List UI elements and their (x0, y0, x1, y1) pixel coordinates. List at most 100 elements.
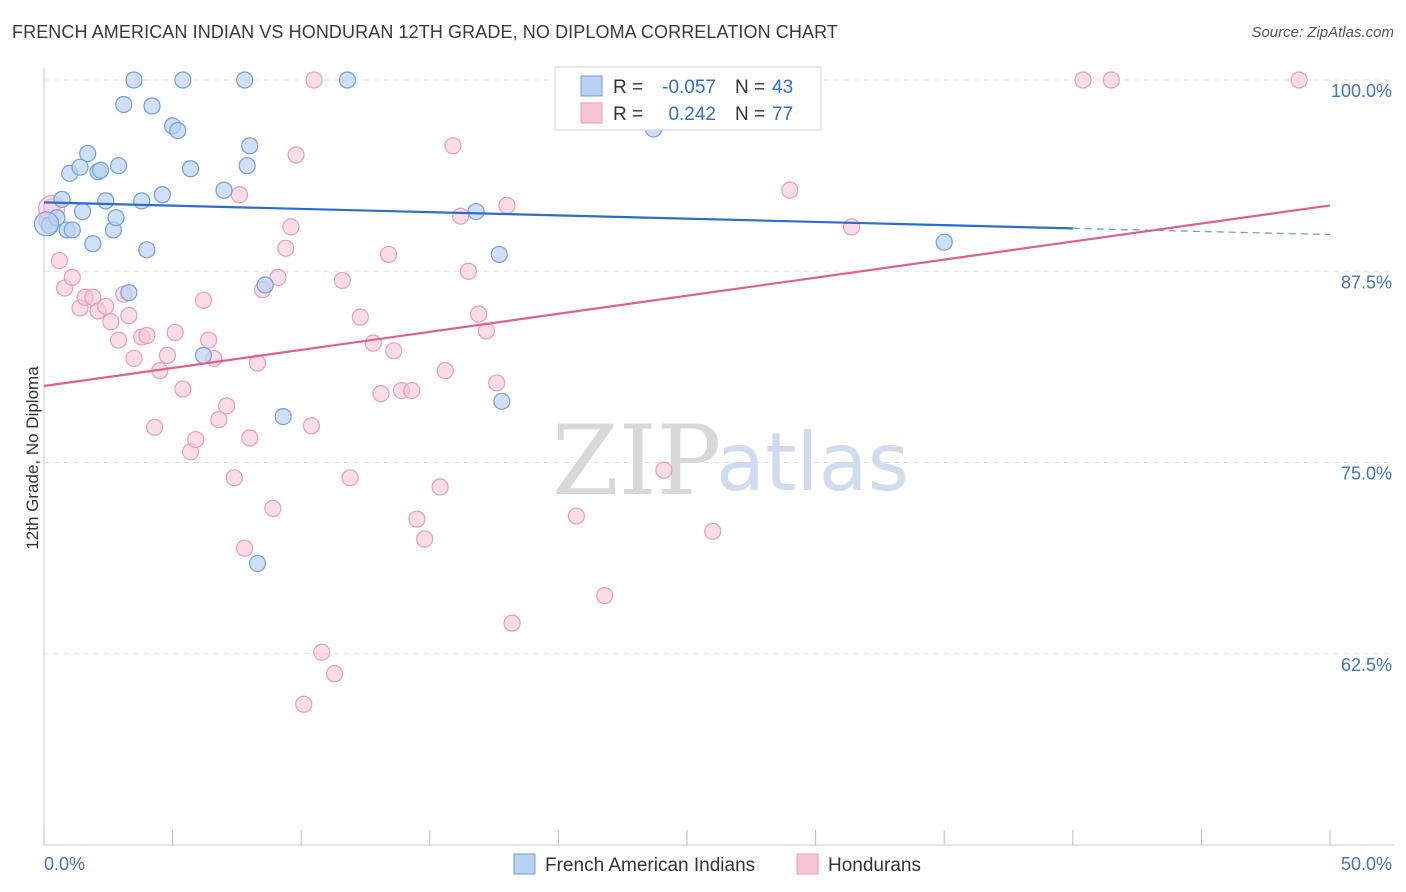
point-french-american-indian (467, 202, 485, 221)
bottom-legend: French American Indians Hondurans (513, 853, 921, 876)
chart-title: FRENCH AMERICAN INDIAN VS HONDURAN 12TH … (12, 22, 838, 42)
source-label: Source: ZipAtlas.com (1251, 24, 1394, 41)
legend-box: R = -0.057 N = 43 R = 0.242 N = 77 (554, 66, 822, 131)
point-honduran (704, 522, 722, 540)
point-honduran (194, 291, 213, 309)
point-honduran (655, 461, 673, 479)
point-french-american-indian (338, 71, 357, 89)
point-french-american-indian (236, 71, 254, 89)
point-french-american-indian (215, 181, 233, 199)
point-honduran (236, 539, 254, 557)
point-honduran (63, 268, 81, 286)
point-honduran (158, 346, 177, 364)
point-honduran (120, 307, 138, 325)
point-honduran (282, 218, 300, 236)
y-tick-label: 62.5% (1341, 655, 1392, 675)
point-honduran (416, 530, 434, 548)
point-french-american-indian (153, 186, 171, 204)
point-honduran (444, 137, 462, 155)
point-french-american-indian (71, 158, 89, 176)
point-honduran (503, 614, 521, 632)
point-honduran (264, 499, 282, 517)
point-honduran (313, 643, 331, 661)
legend-r-label-pink: R = (613, 104, 643, 125)
point-french-american-indian (182, 160, 200, 178)
bottom-legend-swatch-pink (796, 853, 819, 875)
point-french-american-indian (248, 554, 267, 573)
point-cluster-blue (33, 211, 60, 237)
point-honduran (408, 510, 426, 528)
point-honduran (97, 297, 115, 316)
point-french-american-indian (109, 157, 128, 175)
point-french-american-indian (493, 392, 511, 410)
point-honduran (385, 342, 403, 360)
point-honduran (225, 469, 243, 487)
legend-n-label-pink: N = (735, 104, 765, 125)
bottom-legend-label-blue: French American Indians (545, 855, 755, 876)
point-french-american-indian (79, 144, 97, 163)
trend-line-extension-french-american-indians (1072, 227, 1331, 236)
trend-lines (43, 201, 1331, 388)
legend-n-label-blue: N = (735, 77, 765, 98)
point-honduran (781, 181, 799, 199)
x-tick-label-max: 50.0% (1341, 854, 1392, 874)
watermark-zip: ZIP (552, 405, 721, 517)
point-honduran (351, 308, 369, 326)
trend-line-french-american-indians (43, 201, 1073, 230)
point-honduran (498, 196, 516, 215)
y-tick-label: 87.5% (1341, 272, 1392, 292)
y-tick-labels: 62.5% 75.0% 87.5% 100.0% (1331, 81, 1392, 675)
point-honduran (364, 334, 382, 352)
point-honduran (372, 385, 390, 403)
point-french-american-indian (53, 190, 71, 208)
x-tick-label-min: 0.0% (44, 854, 85, 874)
point-honduran (50, 251, 69, 270)
point-honduran (241, 429, 259, 447)
legend-r-label-blue: R = (613, 77, 643, 98)
point-honduran (567, 507, 586, 525)
point-french-american-indian (274, 408, 292, 426)
point-french-american-indian (143, 97, 161, 115)
point-honduran (341, 469, 359, 487)
point-french-american-indian (125, 71, 143, 89)
point-honduran (333, 271, 351, 290)
point-honduran (187, 430, 205, 449)
point-honduran (138, 326, 156, 345)
point-french-american-indian (73, 202, 92, 221)
bottom-legend-label-pink: Hondurans (828, 855, 921, 876)
point-honduran (109, 331, 128, 349)
point-honduran (403, 381, 421, 400)
point-french-american-indian (133, 192, 151, 210)
point-french-american-indian (935, 233, 953, 251)
y-axis-title: 12th Grade, No Diploma (23, 366, 42, 550)
point-honduran (210, 411, 228, 429)
point-honduran (218, 397, 236, 415)
bottom-legend-swatch-blue (513, 853, 536, 875)
watermark-atlas: atlas (716, 416, 909, 509)
point-french-american-indian (490, 245, 508, 264)
point-honduran (326, 665, 344, 683)
legend-n-value-blue: 43 (772, 77, 793, 98)
point-honduran (470, 305, 488, 323)
legend-n-value-pink: 77 (772, 104, 793, 125)
point-french-american-indian (63, 221, 81, 239)
x-ticks (43, 830, 1331, 845)
point-french-american-indian (91, 161, 110, 179)
point-french-american-indian (84, 235, 102, 253)
grid-lines (44, 79, 1394, 655)
point-honduran (1102, 71, 1120, 89)
legend-r-value-pink: 0.242 (668, 104, 716, 125)
y-tick-label: 100.0% (1331, 81, 1392, 101)
point-french-american-indian (97, 192, 115, 210)
point-honduran (269, 268, 287, 286)
point-honduran (200, 331, 218, 349)
point-honduran (305, 71, 323, 89)
legend-swatch-blue (580, 75, 603, 97)
point-french-american-indian (194, 346, 213, 364)
trend-line-hondurans (43, 204, 1331, 388)
point-honduran (102, 313, 120, 331)
point-french-american-indian (256, 276, 274, 294)
legend-swatch-pink (580, 102, 603, 124)
point-honduran (452, 207, 470, 225)
